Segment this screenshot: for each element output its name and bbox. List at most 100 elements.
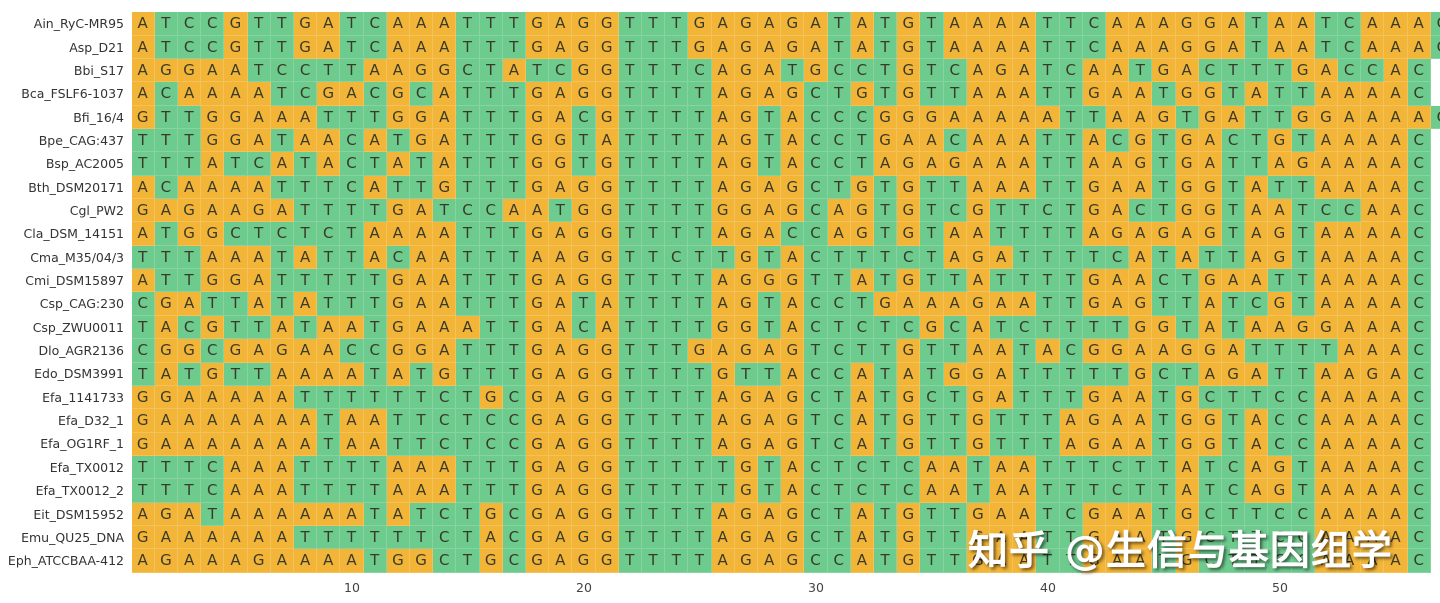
cell-T: T xyxy=(1291,269,1315,293)
cell-A: A xyxy=(247,385,271,410)
cell-G: G xyxy=(154,502,178,526)
cell-G: G xyxy=(247,549,271,573)
cell-G: G xyxy=(525,525,550,550)
cell-T: T xyxy=(201,292,225,316)
cell-A: A xyxy=(989,12,1014,36)
cell-T: T xyxy=(618,35,642,59)
cell-A: A xyxy=(1105,549,1130,573)
cell-C: C xyxy=(1407,245,1431,270)
cell-A: A xyxy=(1361,385,1385,410)
cell-A: A xyxy=(1129,222,1153,246)
cell-G: G xyxy=(224,105,248,130)
cell-A: A xyxy=(433,292,457,316)
cell-A: A xyxy=(943,245,967,270)
cell-C: C xyxy=(1407,315,1431,340)
cell-G: G xyxy=(711,362,735,386)
cell-T: T xyxy=(1059,105,1083,130)
cell-C: C xyxy=(804,549,828,573)
cell-G: G xyxy=(897,12,921,36)
cell-A: A xyxy=(549,12,573,36)
cell-T: T xyxy=(502,479,526,503)
cell-T: T xyxy=(943,432,967,456)
cell-A: A xyxy=(386,58,410,83)
cell-G: G xyxy=(1082,549,1106,573)
x-tick-label: 30 xyxy=(808,580,824,595)
cell-A: A xyxy=(270,479,294,503)
cell-A: A xyxy=(340,549,364,573)
cell-A: A xyxy=(850,269,874,293)
cell-A: A xyxy=(757,82,782,106)
cell-T: T xyxy=(177,362,202,386)
cell-A: A xyxy=(711,222,735,246)
cell-T: T xyxy=(502,105,526,130)
cell-T: T xyxy=(363,105,387,130)
cell-T: T xyxy=(247,58,271,83)
cell-G: G xyxy=(525,152,550,176)
cell-A: A xyxy=(549,409,573,433)
cell-A: A xyxy=(1314,129,1338,153)
cell-T: T xyxy=(1221,315,1246,340)
cell-A: A xyxy=(549,339,573,363)
cell-A: A xyxy=(989,525,1014,550)
cell-A: A xyxy=(224,455,248,480)
cell-A: A xyxy=(224,502,248,526)
cell-T: T xyxy=(1036,175,1060,200)
cell-G: G xyxy=(966,199,990,223)
cell-G: G xyxy=(595,339,619,363)
cell-G: G xyxy=(224,339,248,363)
cell-C: C xyxy=(433,525,457,550)
cell-G: G xyxy=(572,58,596,83)
row-label: Efa_TX0012 xyxy=(49,459,124,475)
cell-A: A xyxy=(224,245,248,270)
cell-T: T xyxy=(409,152,434,176)
cell-T: T xyxy=(456,82,480,106)
cell-T: T xyxy=(1129,479,1153,503)
cell-A: A xyxy=(549,432,573,456)
cell-G: G xyxy=(525,479,550,503)
cell-T: T xyxy=(665,175,689,200)
cell-T: T xyxy=(1013,409,1037,433)
cell-C: C xyxy=(1407,339,1431,363)
cell-T: T xyxy=(734,362,758,386)
cell-G: G xyxy=(270,339,294,363)
cell-G: G xyxy=(177,339,202,363)
cell-T: T xyxy=(1059,292,1083,316)
cell-T: T xyxy=(363,269,387,293)
cell-G: G xyxy=(1175,502,1199,526)
cell-T: T xyxy=(1291,479,1315,503)
cell-C: C xyxy=(943,199,967,223)
cell-A: A xyxy=(595,292,619,316)
cell-A: A xyxy=(1314,432,1338,456)
cell-T: T xyxy=(456,152,480,176)
cell-G: G xyxy=(1291,152,1315,176)
cell-G: G xyxy=(572,455,596,480)
cell-G: G xyxy=(734,339,758,363)
cell-C: C xyxy=(1152,269,1176,293)
cell-A: A xyxy=(1129,82,1153,106)
cell-T: T xyxy=(641,455,666,480)
cell-G: G xyxy=(1268,455,1292,480)
cell-T: T xyxy=(317,58,341,83)
cell-C: C xyxy=(456,58,480,83)
cell-C: C xyxy=(1036,199,1060,223)
cell-T: T xyxy=(386,432,410,456)
cell-C: C xyxy=(1337,12,1362,36)
cell-T: T xyxy=(641,35,666,59)
cell-C: C xyxy=(340,339,364,363)
cell-T: T xyxy=(479,479,503,503)
cell-C: C xyxy=(897,315,921,340)
cell-A: A xyxy=(989,502,1014,526)
cell-T: T xyxy=(1036,432,1060,456)
cell-T: T xyxy=(1221,199,1246,223)
cell-A: A xyxy=(1129,409,1153,433)
cell-T: T xyxy=(409,175,434,200)
cell-A: A xyxy=(1337,175,1362,200)
cell-C: C xyxy=(293,58,318,83)
cell-T: T xyxy=(688,245,712,270)
cell-A: A xyxy=(1175,222,1199,246)
cell-T: T xyxy=(1268,58,1292,83)
cell-C: C xyxy=(804,245,828,270)
cell-T: T xyxy=(618,175,642,200)
watermark: 知乎 @生信与基因组学 xyxy=(968,528,1393,574)
cell-A: A xyxy=(1384,129,1408,153)
